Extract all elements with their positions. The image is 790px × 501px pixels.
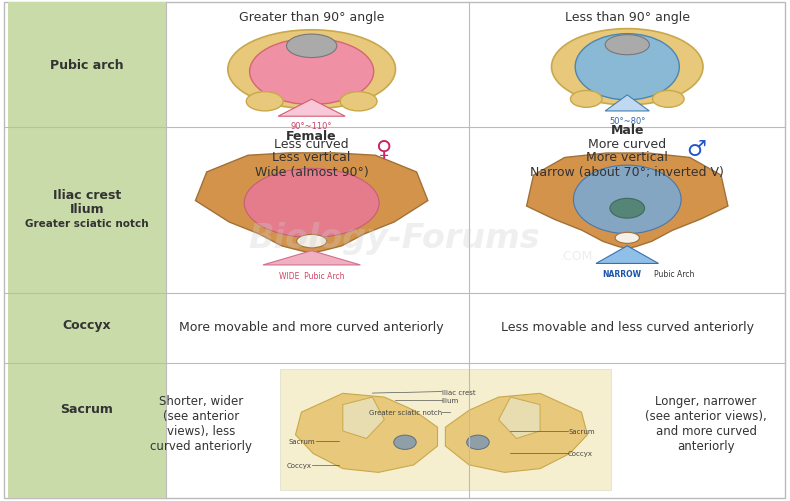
Text: Pubic arch: Pubic arch <box>50 59 123 72</box>
Ellipse shape <box>574 166 681 234</box>
Ellipse shape <box>653 91 684 108</box>
Polygon shape <box>446 394 588 472</box>
Text: Longer, narrower
(see anterior views),
and more curved
anteriorly: Longer, narrower (see anterior views), a… <box>645 394 767 452</box>
Text: Coccyx: Coccyx <box>568 450 593 456</box>
Text: Coccyx: Coccyx <box>62 318 111 331</box>
Ellipse shape <box>246 93 283 112</box>
Text: Male: Male <box>611 124 644 137</box>
Text: 50°~80°: 50°~80° <box>609 117 645 126</box>
Bar <box>8 3 166 498</box>
Ellipse shape <box>244 169 379 238</box>
Polygon shape <box>605 96 649 112</box>
Polygon shape <box>295 394 438 472</box>
Text: ♂: ♂ <box>687 139 707 159</box>
Text: Sacrum: Sacrum <box>60 402 113 415</box>
Ellipse shape <box>615 233 639 244</box>
Text: Sacrum: Sacrum <box>289 438 315 444</box>
Ellipse shape <box>467 435 489 449</box>
Text: More movable and more curved anteriorly: More movable and more curved anteriorly <box>179 321 444 334</box>
Text: 90°~110°: 90°~110° <box>291 122 333 131</box>
Text: Sacrum: Sacrum <box>568 428 595 434</box>
Text: Greater than 90° angle: Greater than 90° angle <box>239 11 385 24</box>
Text: Ilium: Ilium <box>442 397 459 403</box>
Polygon shape <box>596 246 659 264</box>
Text: Female: Female <box>286 130 337 143</box>
Ellipse shape <box>393 435 416 449</box>
Text: Shorter, wider
(see anterior
views), less
curved anteriorly: Shorter, wider (see anterior views), les… <box>150 394 252 452</box>
Text: Ilium: Ilium <box>70 203 104 216</box>
Text: Less curved: Less curved <box>274 138 349 151</box>
Text: More curved: More curved <box>589 138 666 151</box>
Text: Pubic Arch: Pubic Arch <box>653 270 694 279</box>
Text: .COM: .COM <box>559 249 592 262</box>
Text: Coccyx: Coccyx <box>287 462 312 468</box>
Polygon shape <box>343 397 384 439</box>
Ellipse shape <box>570 91 602 108</box>
Text: ♀: ♀ <box>374 139 391 159</box>
Polygon shape <box>527 154 728 249</box>
Text: Less movable and less curved anteriorly: Less movable and less curved anteriorly <box>501 321 754 334</box>
Text: Less than 90° angle: Less than 90° angle <box>565 11 690 24</box>
Bar <box>280 370 611 490</box>
Ellipse shape <box>575 35 679 101</box>
Text: More vertical
Narrow (about 70°; inverted V): More vertical Narrow (about 70°; inverte… <box>530 150 724 178</box>
Ellipse shape <box>297 235 326 248</box>
Ellipse shape <box>605 36 649 56</box>
Text: Biology-Forums: Biology-Forums <box>249 221 540 255</box>
Ellipse shape <box>250 39 374 105</box>
Ellipse shape <box>551 30 703 106</box>
Polygon shape <box>263 251 360 266</box>
Text: Less vertical
Wide (almost 90°): Less vertical Wide (almost 90°) <box>255 150 368 178</box>
Ellipse shape <box>228 31 396 110</box>
Text: Greater sciatic notch: Greater sciatic notch <box>25 218 149 228</box>
Polygon shape <box>195 153 428 254</box>
Polygon shape <box>498 397 540 439</box>
Text: Greater sciatic notch: Greater sciatic notch <box>369 409 442 415</box>
Text: WIDE  Pubic Arch: WIDE Pubic Arch <box>279 272 344 281</box>
Text: Iliac crest: Iliac crest <box>442 389 476 395</box>
Polygon shape <box>278 100 345 117</box>
Text: NARROW: NARROW <box>602 270 641 279</box>
Ellipse shape <box>340 93 377 112</box>
Ellipse shape <box>610 199 645 219</box>
Text: Iliac crest: Iliac crest <box>53 189 121 202</box>
Ellipse shape <box>287 35 337 59</box>
